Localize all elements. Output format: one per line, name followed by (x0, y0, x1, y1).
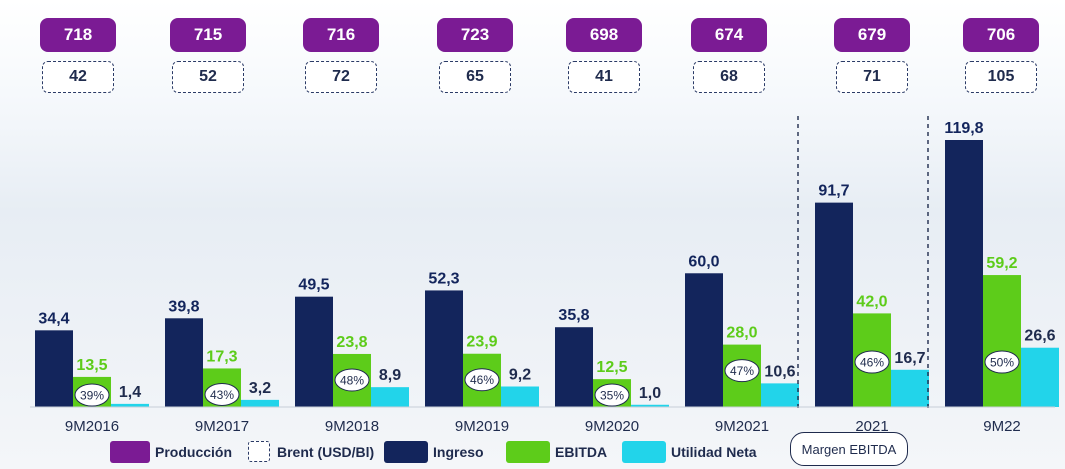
margin-label: 50% (990, 356, 1014, 370)
category-label: 9M2016 (65, 418, 119, 435)
margin-badge (594, 383, 630, 407)
brent-box: 65 (439, 61, 511, 93)
legend-utilidad-swatch (622, 441, 666, 463)
bar-ingreso (425, 290, 463, 407)
brent-box: 72 (305, 61, 377, 93)
margin-label: 48% (340, 373, 364, 387)
data-label-ingreso: 35,8 (558, 307, 589, 324)
brent-box: 52 (172, 61, 244, 93)
data-label-ebitda: 17,3 (206, 348, 237, 365)
bar-ebitda (983, 275, 1021, 407)
margin-label: 43% (210, 388, 234, 402)
data-label-ingreso: 52,3 (428, 270, 459, 287)
bar-utilidad (371, 387, 409, 407)
margin-badge (74, 383, 110, 407)
bar-chart: 34,4 13,5 1,4 39% 9M2016 39,8 17,3 3,2 43% 9M2017… (30, 116, 1059, 435)
legend-margen-ebitda: Margen EBITDA (790, 432, 908, 466)
produccion-badge: 698 (566, 18, 642, 52)
bar-ingreso (815, 202, 853, 407)
data-label-utilidad: 3,2 (249, 380, 271, 397)
produccion-badge: 716 (303, 18, 379, 52)
bar-utilidad (241, 399, 279, 407)
bar-utilidad (891, 369, 929, 407)
produccion-badge: 706 (963, 18, 1039, 52)
data-label-ingreso: 91,7 (818, 183, 849, 200)
data-label-utilidad: 1,4 (119, 384, 141, 401)
margin-badge (204, 382, 240, 406)
data-label-ingreso: 60,0 (688, 253, 719, 270)
legend-brent-label: Brent (USD/Bl) (277, 444, 375, 460)
data-label-utilidad: 9,2 (509, 366, 531, 383)
brent-box: 41 (568, 61, 640, 93)
legend-brent-swatch (248, 441, 270, 462)
category-label: 9M2017 (195, 418, 249, 435)
margin-badge (984, 350, 1020, 374)
legend-ebitda-label: EBITDA (555, 444, 608, 460)
data-label-ebitda: 23,8 (336, 334, 367, 351)
data-label-utilidad: 1,0 (639, 385, 661, 402)
bar-ingreso (165, 318, 203, 407)
data-label-utilidad: 8,9 (379, 367, 401, 384)
margin-label: 35% (600, 389, 624, 403)
margin-badge (334, 368, 370, 392)
data-label-ebitda: 59,2 (986, 255, 1017, 272)
data-label-ingreso: 119,8 (944, 120, 983, 137)
margin-label: 47% (730, 364, 754, 378)
brent-box: 71 (836, 61, 908, 93)
produccion-badge: 723 (437, 18, 513, 52)
bar-ingreso (35, 330, 73, 407)
bar-utilidad (111, 403, 149, 407)
legend-ebitda-swatch (506, 441, 550, 463)
margin-label: 46% (860, 356, 884, 370)
legend: Producción Brent (USD/Bl) Ingreso EBITDA… (0, 438, 1065, 468)
data-label-ebitda: 42,0 (856, 293, 887, 310)
data-label-ingreso: 39,8 (168, 298, 199, 315)
bar-utilidad (631, 404, 669, 407)
category-label: 9M2021 (715, 418, 769, 435)
legend-produccion-label: Producción (155, 444, 233, 460)
data-label-utilidad: 26,6 (1024, 328, 1055, 345)
produccion-badge: 674 (691, 18, 767, 52)
legend-produccion-swatch (110, 441, 150, 463)
category-label: 9M2020 (585, 418, 639, 435)
data-label-ingreso: 49,5 (298, 277, 329, 294)
produccion-badge: 679 (834, 18, 910, 52)
legend-ingreso-label: Ingreso (433, 444, 484, 460)
margin-badge (724, 359, 760, 383)
margin-label: 39% (80, 389, 104, 403)
legend-ingreso-swatch (384, 441, 428, 463)
bar-ingreso (295, 296, 333, 407)
brent-box: 42 (42, 61, 114, 93)
category-label: 9M2019 (455, 418, 509, 435)
margin-badge (854, 350, 890, 374)
bar-utilidad (1021, 347, 1059, 407)
category-label: 9M22 (983, 418, 1021, 435)
bar-ingreso (945, 140, 983, 407)
legend-utilidad-label: Utilidad Neta (671, 444, 757, 460)
brent-box: 105 (965, 61, 1037, 93)
data-label-ebitda: 12,5 (596, 359, 627, 376)
data-label-ebitda: 13,5 (76, 357, 107, 374)
bar-ingreso (555, 327, 593, 407)
data-label-ebitda: 28,0 (726, 325, 757, 342)
margin-badge (464, 368, 500, 392)
brent-box: 68 (693, 61, 765, 93)
bar-ingreso (685, 273, 723, 407)
margin-label: 46% (470, 373, 494, 387)
data-label-utilidad: 10,6 (764, 363, 795, 380)
bar-utilidad (501, 386, 539, 407)
bar-utilidad (761, 383, 799, 407)
produccion-badge: 718 (40, 18, 116, 52)
category-label: 9M2018 (325, 418, 379, 435)
data-label-utilidad: 16,7 (894, 350, 925, 367)
data-label-ebitda: 23,9 (466, 334, 497, 351)
category-label: 2021 (855, 418, 888, 435)
data-label-ingreso: 34,4 (38, 310, 69, 327)
produccion-badge: 715 (170, 18, 246, 52)
